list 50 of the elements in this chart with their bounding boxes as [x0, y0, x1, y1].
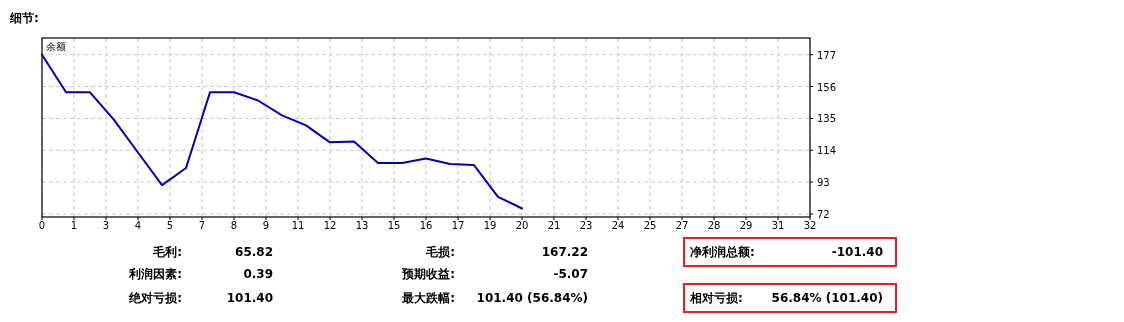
text: 最大跌幅: — [401, 291, 455, 305]
y-tick-label: 135 — [817, 113, 837, 125]
text: -5.07 — [553, 267, 588, 281]
line-series — [41, 53, 523, 210]
chart-title: 细节: — [9, 11, 39, 25]
x-tick-label: 15 — [387, 220, 401, 231]
y-tick-label: 156 — [817, 81, 837, 93]
text: -101.40 — [831, 245, 883, 259]
x-tick-label: 13 — [355, 220, 369, 231]
x-tick-label: 17 — [451, 220, 465, 231]
y-tick-label: 72 — [817, 208, 830, 220]
x-tick-label: 28 — [707, 220, 721, 231]
x-tick-label: 1 — [70, 220, 78, 231]
text: 101.40 — [226, 291, 273, 305]
x-tick-label: 4 — [134, 220, 142, 231]
x-tick-label: 24 — [611, 220, 625, 231]
x-tick-label: 9 — [262, 220, 270, 231]
x-tick-label: 3 — [102, 220, 110, 231]
text: 利润因素: — [128, 267, 182, 281]
x-tick-label: 29 — [739, 220, 753, 231]
text: 56.84% (101.40) — [771, 291, 883, 305]
text: 毛利: — [152, 245, 182, 259]
x-tick-label: 12 — [323, 220, 337, 231]
text: 绝对亏损: — [128, 291, 182, 305]
text: 预期收益: — [401, 267, 455, 281]
x-tick-label: 5 — [166, 220, 174, 231]
text: 0.39 — [243, 267, 273, 281]
text: 净利润总额: — [690, 245, 755, 259]
x-tick-label: 0 — [38, 220, 46, 231]
x-tick-label: 21 — [547, 220, 561, 231]
x-tick-label: 25 — [643, 220, 657, 231]
text: 167.22 — [541, 245, 588, 259]
x-tick-label: 20 — [515, 220, 529, 231]
x-tick-label: 32 — [803, 220, 817, 231]
y-tick-label: 177 — [817, 49, 837, 61]
text: 101.40 (56.84%) — [476, 291, 588, 305]
x-tick-label: 23 — [579, 220, 593, 231]
x-tick-label: 27 — [675, 220, 689, 231]
x-tick-label: 8 — [230, 220, 238, 231]
y-tick-label: 93 — [817, 177, 830, 189]
x-tick-label: 31 — [771, 220, 785, 231]
text: 毛损: — [425, 245, 455, 259]
text: 65.82 — [235, 245, 273, 259]
text: 相对亏损: — [689, 291, 743, 305]
x-tick-label: 7 — [198, 220, 206, 231]
x-tick-label: 11 — [291, 220, 305, 231]
x-tick-label: 19 — [483, 220, 497, 231]
series-label: 余额 — [46, 41, 66, 52]
y-tick-label: 114 — [817, 145, 837, 157]
x-tick-label: 16 — [419, 220, 433, 231]
